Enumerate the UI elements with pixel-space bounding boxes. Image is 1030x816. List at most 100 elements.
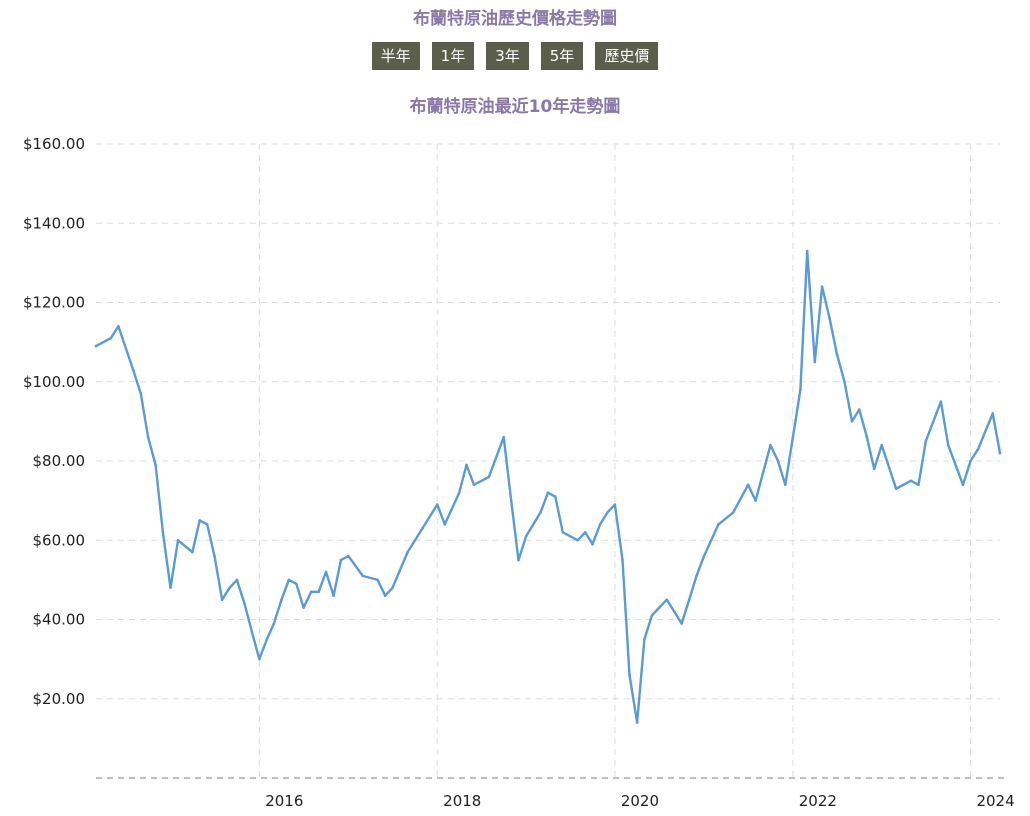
range-button-all[interactable]: 歷史價 — [595, 42, 659, 70]
price-point — [583, 531, 587, 534]
price-point — [717, 523, 720, 526]
price-point — [228, 586, 231, 590]
price-point — [502, 435, 506, 439]
x-tick-label: 2022 — [799, 792, 837, 810]
y-tick-label: $60.00 — [33, 531, 86, 549]
price-point — [309, 590, 313, 594]
price-point — [621, 558, 624, 562]
x-tick-label: 2016 — [265, 792, 303, 810]
price-point — [109, 336, 113, 340]
price-point — [406, 550, 409, 554]
price-point — [731, 511, 735, 514]
price-point — [813, 360, 817, 364]
price-point — [635, 721, 639, 724]
price-point — [383, 594, 387, 598]
price-point — [695, 574, 698, 578]
price-point — [554, 495, 557, 498]
price-point — [272, 622, 276, 625]
price-point — [843, 380, 846, 384]
price-point — [154, 463, 157, 467]
y-tick-label: $160.00 — [23, 135, 85, 153]
y-tick-label: $120.00 — [23, 294, 85, 312]
price-point — [146, 435, 150, 439]
price-point — [598, 523, 602, 526]
price-point — [361, 574, 365, 578]
price-point — [339, 558, 343, 562]
price-point — [606, 511, 609, 514]
price-point — [169, 586, 172, 590]
price-point — [946, 443, 950, 447]
price-point — [235, 578, 239, 582]
price-point — [443, 523, 447, 526]
price-point — [517, 558, 520, 562]
price-point — [472, 483, 476, 487]
price-point — [613, 503, 617, 506]
price-point — [220, 598, 224, 601]
x-tick-label: 2020 — [621, 792, 659, 810]
price-point — [591, 542, 594, 546]
price-point — [917, 483, 920, 487]
price-point — [687, 598, 691, 601]
price-point — [487, 475, 491, 479]
price-point — [465, 463, 468, 467]
price-point — [421, 527, 424, 530]
price-point — [991, 412, 994, 415]
range-button-3y[interactable]: 3年 — [486, 42, 529, 70]
price-point — [176, 538, 180, 542]
price-point — [880, 443, 884, 447]
range-button-1y[interactable]: 1年 — [431, 42, 475, 70]
price-point — [117, 324, 120, 328]
price-point — [509, 499, 513, 502]
price-point — [457, 491, 461, 495]
price-point — [643, 638, 646, 641]
price-point — [576, 538, 579, 542]
price-point — [673, 610, 676, 613]
range-button-6m[interactable]: 半年 — [371, 42, 420, 70]
price-point — [850, 420, 854, 423]
range-selector: 半年 1年 3年 5年 歷史價 — [0, 42, 1030, 70]
price-point — [287, 578, 291, 582]
y-tick-label: $80.00 — [33, 452, 86, 470]
price-point — [347, 554, 350, 558]
page-title: 布蘭特原油歷史價格走勢圖 — [413, 9, 617, 29]
price-point — [258, 657, 261, 661]
price-point — [302, 606, 305, 609]
price-point — [131, 368, 135, 372]
price-point — [295, 582, 298, 586]
price-point — [894, 487, 898, 491]
y-tick-label: $140.00 — [23, 214, 85, 232]
price-point — [924, 439, 928, 443]
y-tick-label: $100.00 — [23, 373, 85, 391]
price-point — [332, 594, 335, 598]
price-series-line — [94, 249, 1002, 724]
price-point — [835, 352, 839, 356]
price-point — [139, 392, 143, 395]
x-tick-label: 2018 — [443, 792, 481, 810]
price-point — [665, 598, 669, 601]
price-point — [805, 249, 809, 253]
price-point — [205, 523, 209, 526]
price-point — [680, 622, 683, 625]
price-point — [198, 519, 201, 522]
price-point — [546, 491, 550, 495]
chart-title: 布蘭特原油最近10年走勢圖 — [409, 97, 621, 117]
price-point — [435, 503, 439, 506]
price-point — [872, 467, 876, 471]
price-point — [628, 673, 631, 677]
price-point — [820, 285, 824, 288]
price-point — [539, 511, 542, 514]
price-point — [524, 534, 528, 538]
price-point — [976, 447, 980, 451]
price-point — [280, 598, 283, 601]
price-point — [317, 590, 321, 594]
y-tick-label: $20.00 — [33, 690, 86, 708]
price-point — [791, 435, 795, 439]
price-point — [969, 459, 972, 463]
price-point — [561, 531, 565, 534]
price-point — [939, 400, 943, 403]
price-point — [799, 388, 802, 391]
range-button-5y[interactable]: 5年 — [540, 42, 584, 70]
price-point — [746, 483, 750, 487]
price-point — [828, 317, 831, 320]
